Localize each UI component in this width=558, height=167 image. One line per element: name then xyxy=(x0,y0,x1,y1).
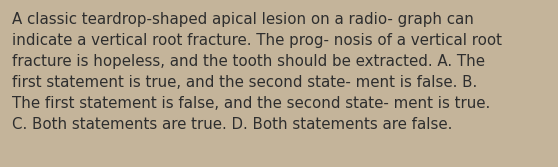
Text: A classic teardrop-shaped apical lesion on a radio- graph can
indicate a vertica: A classic teardrop-shaped apical lesion … xyxy=(12,12,502,132)
